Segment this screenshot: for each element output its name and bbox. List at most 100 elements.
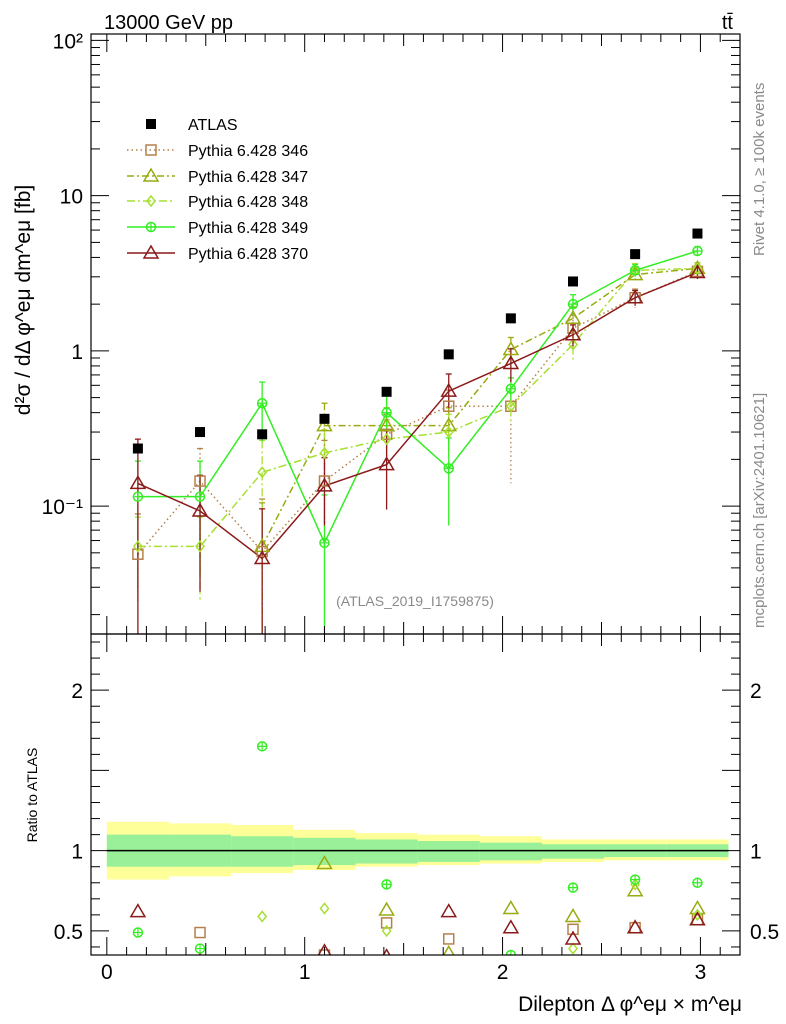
ratio-uncertainty-bands [106,821,729,880]
main-348-point [381,432,392,446]
band-inner-segment [355,839,418,864]
rivet-label: Rivet 4.1.0, ≥ 100k events [751,83,768,256]
main-346-point [132,548,144,560]
main-348-point [568,338,578,351]
atlas-data-point [319,413,330,424]
atlas-data-point [692,228,703,239]
x-tick-label: 0 [101,961,113,984]
ratio-348-point [568,942,578,955]
legend: ATLAS Pythia 6.428 346 Pythia 6.428 347 Pyt… [127,117,308,263]
process-label: tt̄ [722,12,734,34]
ratio-349-point-cross [444,978,453,987]
x-tick-label: 2 [497,961,509,984]
main-370-point [689,263,706,279]
series-markers [129,228,706,987]
band-inner-segment [293,837,356,866]
main-349-point-cross [257,398,267,408]
ratio-series-markers [129,741,706,987]
main-y-axis-label: d²σ / dΔ φ^eμ dm^eμ [fb] [12,185,35,415]
main-370-point [440,382,458,397]
main-349-point-cross [568,299,578,309]
ratio-349-point-cross [506,950,516,955]
ratio-347-line [324,864,697,954]
legend-marker-347 [142,167,160,182]
main-346-point [194,475,206,487]
main-349-point-cross [444,463,454,473]
main-349-point-cross [382,408,392,418]
legend-marker-346 [145,144,157,156]
ratio-346-point [194,926,206,939]
ratio-349-point-cross [133,928,143,938]
ratio-348-point [319,902,330,915]
ratio-346-point [442,933,455,945]
main-370-point [502,354,520,370]
band-inner-segment [231,836,294,867]
main-348-point [132,540,143,553]
ratio-370-point [129,903,147,918]
ratio-346-point [380,917,393,929]
ratio-347-point [316,855,333,870]
main-348-point [195,540,205,553]
ratio-y-tick-label-left: 1 [71,841,83,864]
ratio-370-point [440,903,458,918]
ratio-349-point-cross [630,875,640,885]
ratio-y-tick-label-right: 2 [750,680,762,703]
main-370-point [378,456,395,471]
legend-label: Pythia 6.428 347 [188,169,308,186]
atlas-data-point [257,429,268,440]
main-y-tick-label: 10² [53,30,83,53]
atlas-data-point [195,427,206,438]
band-inner-segment [541,844,605,859]
axes-frames [90,33,741,956]
legend-marker-370 [142,244,160,259]
ratio-349-point [444,978,453,987]
main-series-markers [129,228,706,565]
ratio-347-point [626,882,644,897]
main-370-point [253,549,271,565]
main-347-point [564,309,582,325]
ratio-349-point-cross [568,883,578,893]
atlas-data-point [505,313,516,324]
main-y-tick-label: 10 [60,186,83,209]
ratio-y-tick-label-right: 1 [750,841,762,864]
ratio-y-tick-label-left: 0.5 [54,921,83,944]
legend-marker-348 [146,194,156,208]
main-349-point-cross [133,492,143,502]
ratio-y-tick-label-right: 0.5 [750,921,779,944]
legend-label: Pythia 6.428 346 [188,143,308,160]
x-axis-label: Dilepton Δ φ^eμ × m^eμ [518,993,742,1016]
ratio-347-point [442,944,455,955]
ratio-370-point [689,911,706,926]
ratio-plot-frame [90,633,741,956]
main-346-point [318,475,331,487]
ratio-348-point [381,924,392,938]
main-370-point [626,289,644,304]
main-346-line [137,270,698,555]
main-349-point-cross [319,538,329,548]
ratio-349-point-cross [257,741,267,751]
legend-label: ATLAS [188,117,238,134]
legend-marker-349-cross [146,222,156,232]
main-348-point [257,466,268,479]
main-370-point [316,477,333,492]
x-tick-label: 3 [695,961,707,984]
ratio-348-point [257,910,268,923]
main-346-point [442,400,455,412]
main-348-point [505,400,516,413]
main-370-line [137,271,698,560]
legend-label: Pythia 6.428 348 [188,194,308,211]
ratio-347-point [502,899,520,915]
legend-label: Pythia 6.428 370 [188,246,308,263]
main-y-tick-label: 10⁻¹ [42,496,83,519]
energy-label: 13000 GeV pp [104,12,233,34]
analysis-id: (ATLAS_2019_I1759875) [336,593,494,609]
ratio-349-point-cross [692,878,702,888]
ratio-370-point [198,952,202,955]
ratio-347-point [378,901,395,916]
main-347-point [440,417,458,432]
main-370-point [191,502,209,517]
main-348-point [692,262,703,275]
main-349-point-cross [506,384,516,394]
legend-label: Pythia 6.428 349 [188,220,308,237]
